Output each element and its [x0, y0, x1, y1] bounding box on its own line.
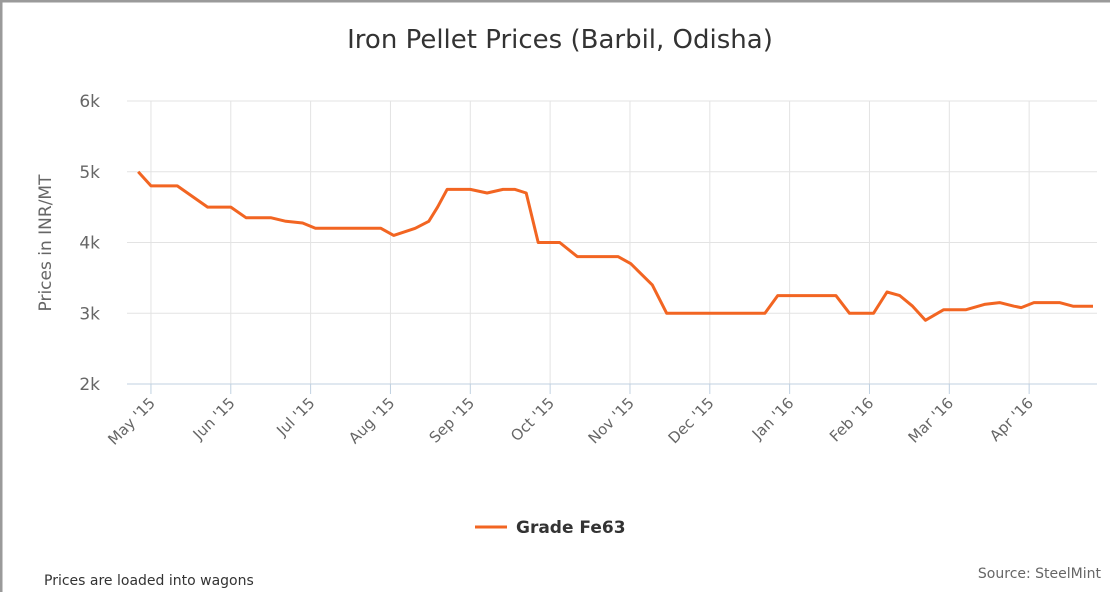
source: Source: SteelMint — [978, 566, 1102, 582]
legend-label: Grade Fe63 — [516, 518, 626, 538]
x-tick-label: Nov '15 — [585, 394, 638, 447]
x-tick-label: Jan '16 — [748, 394, 798, 444]
x-tick-label: Jul '15 — [272, 394, 318, 440]
x-tick-label: May '15 — [104, 394, 158, 448]
x-tick-label: Dec '15 — [665, 394, 718, 447]
y-tick-label: 4k — [79, 234, 100, 254]
x-tick-label: Oct '15 — [507, 394, 558, 445]
y-tick-label: 6k — [79, 92, 100, 112]
y-tick-label: 2k — [79, 375, 100, 395]
x-tick-label: Aug '15 — [345, 394, 398, 447]
line-series — [137, 170, 1093, 322]
x-tick-label: Mar '16 — [905, 394, 958, 447]
x-tick-label: Jun '15 — [189, 394, 239, 444]
y-axis-label: Prices in INR/MT — [36, 174, 56, 312]
y-tick-label: 3k — [79, 304, 100, 324]
x-tick-label: Feb '16 — [826, 394, 877, 445]
x-tick-label: Sep '15 — [426, 394, 479, 447]
y-tick-label: 5k — [79, 163, 100, 183]
footnote: Prices are loaded into wagons — [44, 573, 254, 589]
chart-title: Iron Pellet Prices (Barbil, Odisha) — [347, 25, 773, 55]
x-tick-label: Apr '16 — [986, 394, 1037, 445]
